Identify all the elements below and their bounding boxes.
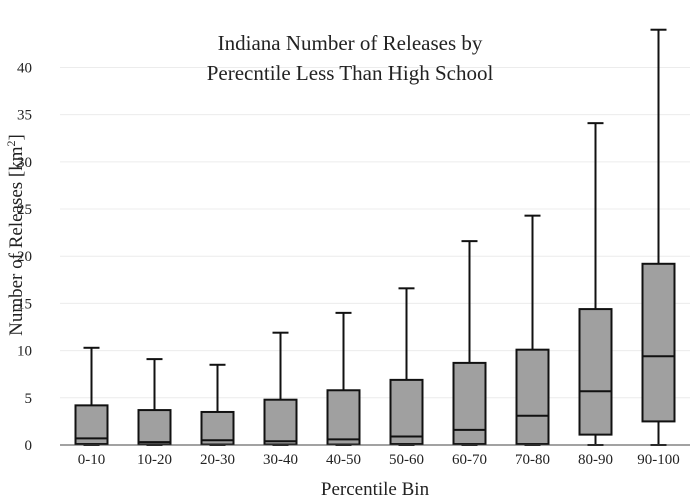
y-tick-label: 20 bbox=[17, 249, 32, 265]
y-axis-title: Number of Releases [km2] bbox=[4, 134, 27, 336]
x-tick-label: 30-40 bbox=[263, 452, 298, 468]
box-group-70-80 bbox=[515, 214, 550, 446]
x-tick-labels: 0-10 10-20 20-30 30-40 40-50 50-60 60-70 70-80 8… bbox=[78, 452, 680, 468]
y-tick-label: 15 bbox=[17, 296, 32, 312]
iqr-box bbox=[389, 378, 424, 446]
iqr-box bbox=[326, 389, 361, 446]
x-tick-label: 10-20 bbox=[137, 452, 172, 468]
grid-layer bbox=[60, 66, 690, 399]
y-tick-label: 0 bbox=[25, 438, 33, 454]
y-tick-label: 40 bbox=[17, 60, 32, 76]
box-group-30-40 bbox=[263, 331, 298, 446]
iqr-box bbox=[137, 409, 172, 446]
x-tick-label: 90-100 bbox=[637, 452, 680, 468]
x-tick-label: 80-90 bbox=[578, 452, 613, 468]
iqr-box bbox=[515, 348, 550, 446]
box-group-20-30 bbox=[200, 363, 235, 446]
chart-title-line-1: Indiana Number of Releases by bbox=[218, 31, 483, 55]
x-tick-label: 0-10 bbox=[78, 452, 106, 468]
y-tick-label: 10 bbox=[17, 344, 32, 360]
x-tick-label: 70-80 bbox=[515, 452, 550, 468]
y-axis-title-close: ] bbox=[6, 134, 27, 140]
x-tick-label: 60-70 bbox=[452, 452, 487, 468]
y-tick-label: 5 bbox=[25, 391, 33, 407]
x-tick-label: 50-60 bbox=[389, 452, 424, 468]
iqr-box bbox=[641, 262, 676, 423]
box-group-80-90 bbox=[578, 122, 613, 446]
box-group-90-100 bbox=[641, 28, 676, 446]
iqr-box bbox=[578, 308, 613, 436]
x-tick-label: 20-30 bbox=[200, 452, 235, 468]
chart-title-line-2: Perecntile Less Than High School bbox=[207, 61, 494, 85]
x-axis-title: Percentile Bin bbox=[321, 479, 430, 500]
y-axis-title-superscript: 2 bbox=[4, 140, 18, 146]
box-group-40-50 bbox=[326, 311, 361, 446]
box-group-0-10 bbox=[74, 346, 109, 446]
y-tick-label: 25 bbox=[17, 202, 32, 218]
x-tick-label: 40-50 bbox=[326, 452, 361, 468]
box-layer bbox=[74, 28, 676, 446]
iqr-box bbox=[263, 398, 298, 446]
box-group-10-20 bbox=[137, 358, 172, 446]
y-tick-label: 30 bbox=[17, 155, 32, 171]
y-tick-label: 35 bbox=[17, 108, 32, 124]
box-group-50-60 bbox=[389, 287, 424, 446]
y-tick-labels: 0 5 10 15 20 25 30 35 40 bbox=[17, 60, 32, 454]
iqr-box bbox=[452, 361, 487, 446]
box-group-60-70 bbox=[452, 240, 487, 446]
y-axis-title-text: Number of Releases [km bbox=[6, 146, 27, 336]
